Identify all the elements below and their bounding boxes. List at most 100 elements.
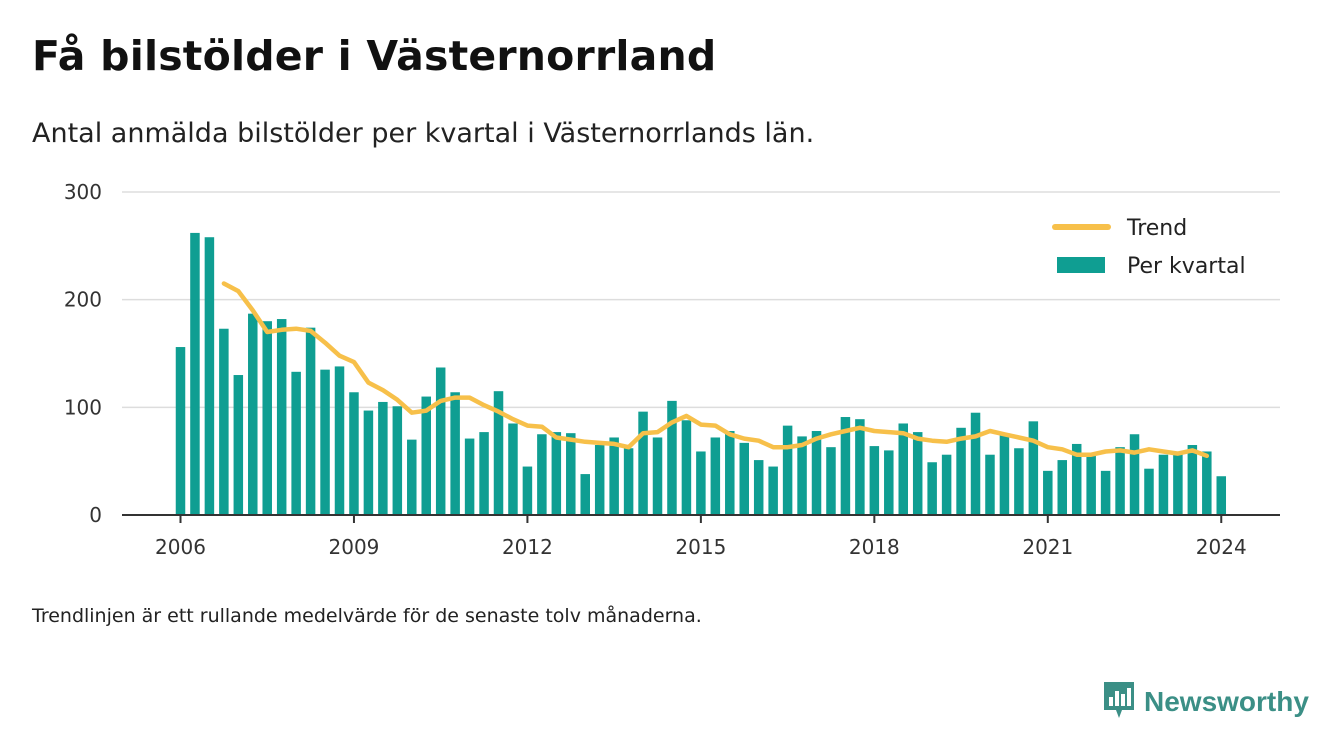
chart-subtitle: Antal anmälda bilstölder per kvartal i V… <box>32 118 815 149</box>
bar <box>710 437 721 515</box>
bar <box>753 460 764 515</box>
bar <box>276 319 287 515</box>
bar <box>334 366 345 515</box>
x-tick-label: 2024 <box>1196 535 1247 559</box>
bar <box>522 466 533 515</box>
bar <box>233 375 244 515</box>
bar <box>175 347 186 515</box>
bar <box>204 237 215 515</box>
legend-bar-label: Per kvartal <box>1127 254 1246 279</box>
chart-title: Få bilstölder i Västernorrland <box>32 32 717 80</box>
bar <box>349 392 359 515</box>
bar <box>667 400 677 515</box>
bar <box>594 445 605 515</box>
y-tick-label: 100 <box>64 395 102 419</box>
bar <box>392 406 403 515</box>
bar <box>537 434 547 515</box>
x-tick-label: 2015 <box>675 535 726 559</box>
bar <box>421 396 431 515</box>
bar <box>638 411 648 515</box>
bar <box>941 454 952 515</box>
x-tick-label: 2006 <box>155 535 206 559</box>
bar-series <box>175 232 1227 515</box>
bar <box>782 425 793 515</box>
bar <box>1202 451 1212 515</box>
bar <box>1028 421 1039 515</box>
x-axis <box>122 514 1280 523</box>
bar <box>725 431 735 515</box>
brand-name: Newsworthy <box>1144 686 1309 717</box>
bar <box>797 436 807 515</box>
bar <box>970 412 981 515</box>
bar <box>826 447 836 515</box>
y-tick-label: 0 <box>89 503 102 527</box>
bar <box>1100 470 1111 515</box>
trend-line <box>221 281 1210 459</box>
bar <box>363 410 374 515</box>
bar <box>898 423 908 515</box>
bar <box>956 427 966 515</box>
bar <box>999 433 1010 515</box>
bar <box>623 448 634 515</box>
bar <box>435 367 446 515</box>
bar <box>291 371 301 515</box>
bar <box>855 419 865 515</box>
bar <box>884 450 894 515</box>
bar <box>508 423 518 515</box>
bar <box>464 438 475 515</box>
bar <box>378 401 388 515</box>
bar <box>652 437 663 515</box>
bar <box>320 369 330 515</box>
bar <box>219 328 229 515</box>
bar <box>811 431 822 515</box>
bar <box>1173 453 1183 515</box>
bar <box>479 432 489 515</box>
bar <box>450 392 460 515</box>
bar <box>1071 443 1082 515</box>
bar <box>840 417 851 515</box>
bar <box>190 232 200 515</box>
bar <box>1115 447 1125 515</box>
bar <box>1158 454 1169 515</box>
legend-trend-label: Trend <box>1126 216 1187 241</box>
bar <box>739 442 749 515</box>
x-tick-label: 2012 <box>502 535 553 559</box>
bar <box>551 432 562 515</box>
x-tick-label: 2018 <box>849 535 900 559</box>
bar <box>305 327 316 515</box>
bar <box>262 321 272 515</box>
x-tick-label: 2021 <box>1022 535 1073 559</box>
bar <box>912 432 923 515</box>
bar <box>493 391 504 515</box>
y-tick-label: 300 <box>64 180 102 204</box>
bar <box>1043 470 1053 515</box>
bar <box>681 420 692 515</box>
bar <box>1086 454 1096 515</box>
brand-logo: Newsworthy <box>1102 680 1309 724</box>
bar <box>1216 476 1227 515</box>
y-tick-label: 200 <box>64 288 102 312</box>
bar <box>768 466 778 515</box>
bar <box>696 451 706 515</box>
bar <box>580 474 590 515</box>
newsworthy-logo-icon <box>1102 680 1136 724</box>
bar <box>609 437 619 515</box>
bar <box>1187 445 1198 515</box>
legend: Trend Per kvartal <box>1052 216 1246 279</box>
bar <box>248 313 258 515</box>
x-tick-label: 2009 <box>329 535 380 559</box>
bar <box>566 433 576 515</box>
y-axis-labels: 0 100 200 300 <box>64 180 102 527</box>
footnote: Trendlinjen är ett rullande medelvärde f… <box>32 605 702 627</box>
bar <box>927 462 937 515</box>
trend-series <box>221 281 1210 459</box>
bar <box>407 439 417 515</box>
bar <box>1057 460 1068 515</box>
bar <box>1129 434 1140 515</box>
legend-bar-swatch <box>1057 257 1105 273</box>
bar <box>1144 468 1154 515</box>
bar <box>985 454 995 515</box>
bar <box>869 446 880 515</box>
x-axis-labels: 2006 2009 2012 2015 2018 2021 2024 <box>155 535 1247 559</box>
